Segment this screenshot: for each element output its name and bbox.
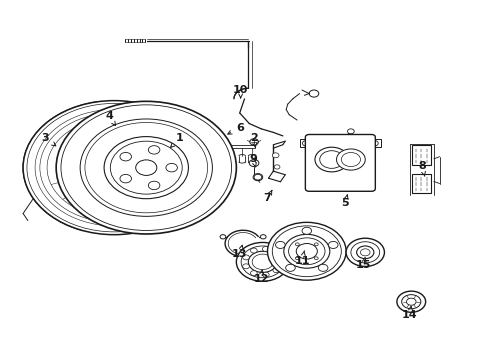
Text: 10: 10 — [232, 85, 248, 98]
FancyBboxPatch shape — [305, 135, 375, 191]
Bar — [411, 145, 430, 165]
Circle shape — [248, 251, 277, 273]
Circle shape — [336, 149, 365, 170]
Circle shape — [295, 243, 299, 246]
Circle shape — [260, 235, 265, 239]
Circle shape — [262, 247, 268, 252]
Circle shape — [318, 264, 327, 271]
Circle shape — [272, 153, 279, 158]
Circle shape — [302, 140, 309, 146]
Text: 6: 6 — [227, 123, 243, 134]
Circle shape — [356, 246, 373, 259]
Circle shape — [334, 176, 346, 185]
Text: 1: 1 — [170, 133, 183, 147]
Circle shape — [346, 238, 384, 266]
Circle shape — [314, 243, 318, 246]
Circle shape — [347, 129, 353, 134]
Text: 9: 9 — [249, 154, 257, 167]
Circle shape — [262, 272, 268, 277]
Text: 5: 5 — [341, 195, 348, 208]
Circle shape — [296, 243, 317, 259]
Circle shape — [250, 248, 257, 253]
Circle shape — [272, 251, 279, 256]
Circle shape — [254, 174, 261, 180]
Text: 7: 7 — [263, 190, 271, 203]
Circle shape — [267, 222, 346, 280]
Text: 13: 13 — [231, 245, 247, 259]
Circle shape — [148, 146, 160, 154]
Circle shape — [272, 268, 279, 273]
Text: 2: 2 — [250, 133, 258, 147]
Circle shape — [396, 291, 425, 312]
Circle shape — [236, 242, 288, 281]
Circle shape — [250, 271, 257, 276]
Text: 14: 14 — [401, 306, 417, 320]
Text: 4: 4 — [105, 112, 115, 126]
Circle shape — [78, 141, 150, 194]
Circle shape — [406, 298, 415, 305]
Circle shape — [275, 242, 285, 248]
Bar — [411, 174, 430, 193]
Circle shape — [285, 264, 295, 271]
Circle shape — [274, 165, 280, 169]
Circle shape — [242, 255, 249, 260]
Circle shape — [249, 159, 258, 167]
Text: 3: 3 — [42, 133, 56, 146]
Text: 15: 15 — [355, 257, 370, 270]
Circle shape — [295, 257, 299, 260]
Circle shape — [314, 147, 348, 172]
Circle shape — [148, 181, 160, 190]
Text: 11: 11 — [294, 251, 309, 266]
Bar — [215, 145, 255, 148]
Text: 8: 8 — [417, 161, 425, 176]
Circle shape — [104, 136, 188, 199]
Bar — [299, 139, 312, 147]
Circle shape — [136, 160, 157, 175]
Circle shape — [314, 257, 318, 260]
Circle shape — [370, 140, 377, 146]
Circle shape — [120, 152, 131, 161]
Circle shape — [242, 264, 249, 269]
Circle shape — [302, 227, 311, 234]
Circle shape — [23, 100, 205, 235]
Circle shape — [120, 174, 131, 183]
Circle shape — [283, 234, 329, 268]
Circle shape — [220, 235, 225, 239]
Circle shape — [308, 90, 318, 97]
Circle shape — [56, 101, 236, 234]
Circle shape — [165, 163, 177, 172]
Circle shape — [277, 259, 283, 264]
Bar — [367, 139, 380, 147]
Circle shape — [328, 242, 337, 248]
Text: 12: 12 — [253, 270, 268, 284]
